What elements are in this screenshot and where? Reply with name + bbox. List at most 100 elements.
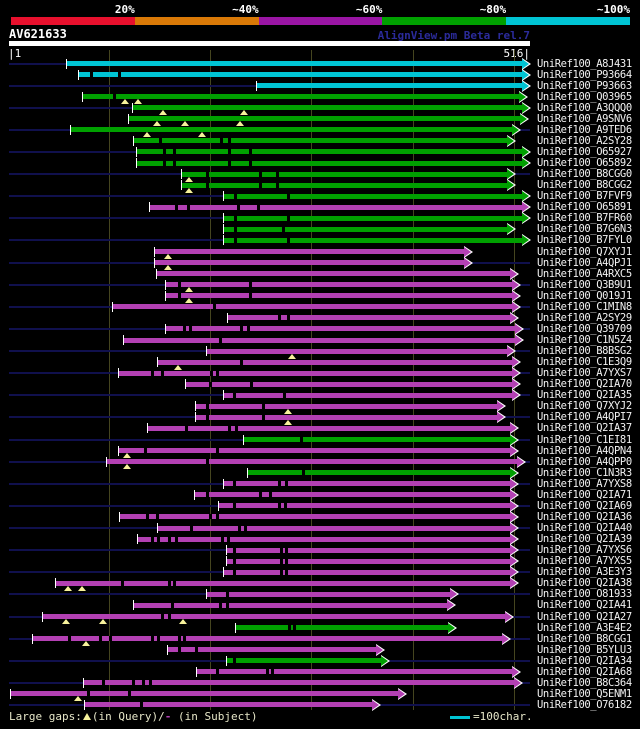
- hit-label[interactable]: UniRef100_Q7XYJ1: [537, 245, 632, 258]
- hit-bar[interactable]: [137, 149, 523, 155]
- hit-bar[interactable]: [70, 127, 513, 133]
- hit-label[interactable]: UniRef100_Q5ENM1: [537, 687, 632, 700]
- hit-bar[interactable]: [157, 525, 511, 531]
- hit-bar[interactable]: [181, 182, 508, 188]
- hit-bar[interactable]: [43, 614, 506, 619]
- hit-label[interactable]: UniRef100_Q2IA41: [537, 599, 632, 612]
- hit-bar[interactable]: [165, 293, 513, 299]
- hit-label[interactable]: UniRef100_O76182: [537, 698, 632, 711]
- hit-label[interactable]: UniRef100_O65891: [537, 201, 632, 214]
- hit-bar[interactable]: [138, 536, 511, 542]
- hit-label[interactable]: UniRef100_Q2IA37: [537, 422, 632, 435]
- hit-label[interactable]: UniRef100_Q2IA71: [537, 488, 632, 501]
- hit-label[interactable]: UniRef100_Q2IA36: [537, 510, 632, 523]
- hit-bar[interactable]: [224, 392, 513, 398]
- hit-label[interactable]: UniRef100_B5YLU3: [537, 643, 632, 656]
- hit-bar[interactable]: [224, 215, 523, 221]
- hit-label[interactable]: UniRef100_A8J431: [537, 57, 632, 70]
- hit-label[interactable]: UniRef100_P93664: [537, 68, 632, 81]
- hit-bar[interactable]: [235, 625, 450, 631]
- hit-label[interactable]: UniRef100_A3E4E2: [537, 621, 632, 634]
- hit-label[interactable]: UniRef100_O81933: [537, 588, 632, 601]
- hit-bar[interactable]: [207, 591, 452, 597]
- hit-label[interactable]: UniRef100_B8CGG2: [537, 179, 632, 192]
- hit-label[interactable]: UniRef100_B8CGG1: [537, 632, 632, 645]
- hit-label[interactable]: UniRef100_A7YXS5: [537, 555, 632, 568]
- hit-label[interactable]: UniRef100_C1EI81: [537, 433, 632, 446]
- hit-bar[interactable]: [195, 492, 511, 498]
- hit-label[interactable]: UniRef100_C1N3R3: [537, 466, 632, 479]
- hit-bar[interactable]: [120, 514, 511, 520]
- hit-label[interactable]: UniRef100_C1E3Q9: [537, 356, 632, 369]
- hit-label[interactable]: UniRef100_B7FR60: [537, 212, 632, 225]
- hit-bar[interactable]: [224, 226, 508, 232]
- hit-bar[interactable]: [134, 602, 449, 608]
- hit-label[interactable]: UniRef100_A4QPI7: [537, 411, 632, 424]
- hit-bar[interactable]: [55, 580, 511, 586]
- hit-bar[interactable]: [83, 680, 515, 686]
- hit-bar[interactable]: [165, 326, 516, 332]
- hit-label[interactable]: UniRef100_Q2IA39: [537, 533, 632, 546]
- hit-bar[interactable]: [165, 282, 513, 288]
- hit-label[interactable]: UniRef100_Q39709: [537, 322, 632, 335]
- hit-bar[interactable]: [119, 448, 511, 454]
- hit-bar[interactable]: [224, 237, 523, 243]
- hit-label[interactable]: UniRef100_Q2IA38: [537, 577, 632, 590]
- hit-bar[interactable]: [224, 481, 511, 487]
- hit-label[interactable]: UniRef100_Q2IA69: [537, 499, 632, 512]
- hit-bar[interactable]: [11, 691, 399, 697]
- hit-bar[interactable]: [196, 414, 498, 420]
- hit-label[interactable]: UniRef100_A4QPN4: [537, 444, 632, 457]
- hit-label[interactable]: UniRef100_A2SY29: [537, 311, 632, 324]
- hit-label[interactable]: UniRef100_O65892: [537, 157, 632, 170]
- hit-bar[interactable]: [196, 403, 498, 409]
- hit-bar[interactable]: [107, 459, 518, 465]
- hit-bar[interactable]: [167, 647, 378, 653]
- hit-label[interactable]: UniRef100_A7YXS8: [537, 477, 632, 490]
- hit-bar[interactable]: [226, 558, 511, 564]
- hit-label[interactable]: UniRef100_A9TED6: [537, 123, 632, 136]
- hit-label[interactable]: UniRef100_A4QPJ1: [537, 256, 632, 269]
- hit-bar[interactable]: [82, 94, 520, 100]
- hit-bar[interactable]: [66, 61, 523, 66]
- hit-bar[interactable]: [134, 138, 508, 144]
- hit-bar[interactable]: [226, 547, 511, 553]
- hit-label[interactable]: UniRef100_Q2IA40: [537, 522, 632, 535]
- hit-bar[interactable]: [78, 72, 523, 78]
- hit-bar[interactable]: [154, 249, 466, 255]
- hit-bar[interactable]: [247, 470, 511, 476]
- hit-bar[interactable]: [113, 304, 513, 310]
- hit-label[interactable]: UniRef100_B8BSG2: [537, 345, 632, 358]
- hit-label[interactable]: UniRef100_B7FYL0: [537, 234, 632, 247]
- hit-bar[interactable]: [33, 636, 503, 642]
- hit-label[interactable]: UniRef100_Q2IA70: [537, 378, 632, 391]
- hit-label[interactable]: UniRef100_C1MIN8: [537, 300, 632, 313]
- hit-label[interactable]: UniRef100_Q019J1: [537, 289, 632, 302]
- hit-bar[interactable]: [137, 160, 523, 166]
- hit-label[interactable]: UniRef100_A3QQQ0: [537, 101, 632, 114]
- hit-bar[interactable]: [147, 425, 511, 431]
- hit-label[interactable]: UniRef100_B8CGG0: [537, 168, 632, 181]
- hit-bar[interactable]: [219, 503, 511, 509]
- hit-label[interactable]: UniRef100_A2SY28: [537, 134, 632, 147]
- hit-label[interactable]: UniRef100_O65927: [537, 145, 632, 158]
- hit-label[interactable]: UniRef100_A7YXS7: [537, 367, 632, 380]
- hit-bar[interactable]: [124, 337, 516, 343]
- hit-label[interactable]: UniRef100_A7YXS6: [537, 544, 632, 557]
- hit-label[interactable]: UniRef100_B8C364: [537, 676, 632, 689]
- hit-label[interactable]: UniRef100_A3E3Y3: [537, 566, 632, 579]
- hit-bar[interactable]: [207, 348, 508, 354]
- hit-label[interactable]: UniRef100_B7G6N3: [537, 223, 632, 236]
- hit-bar[interactable]: [226, 658, 383, 664]
- hit-bar[interactable]: [154, 260, 466, 266]
- hit-bar[interactable]: [243, 437, 511, 443]
- hit-bar[interactable]: [256, 83, 523, 89]
- hit-bar[interactable]: [227, 315, 511, 321]
- hit-label[interactable]: UniRef100_B7FVF9: [537, 190, 632, 203]
- hit-bar[interactable]: [129, 116, 521, 122]
- hit-bar[interactable]: [133, 105, 523, 111]
- hit-label[interactable]: UniRef100_Q2IA35: [537, 389, 632, 402]
- hit-label[interactable]: UniRef100_A4RXC5: [537, 267, 632, 280]
- hit-bar[interactable]: [181, 171, 508, 177]
- hit-label[interactable]: UniRef100_Q3B9U1: [537, 278, 632, 291]
